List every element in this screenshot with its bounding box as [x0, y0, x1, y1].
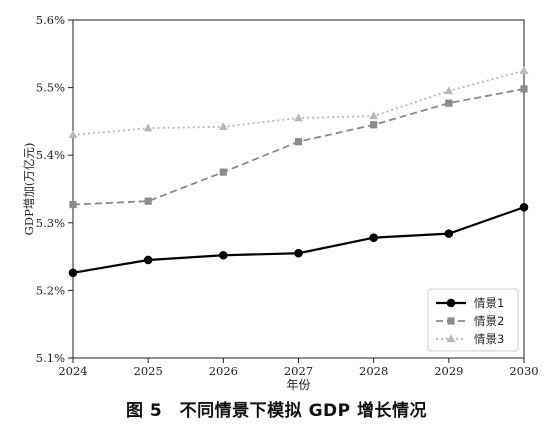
- series-1-point: [519, 202, 529, 212]
- legend-label-3: 情景3: [474, 332, 504, 346]
- x-tick-label: 2028: [359, 364, 388, 378]
- y-tick-label: 5.3%: [36, 216, 65, 230]
- legend-marker-3: [446, 334, 456, 343]
- x-tick-label: 2027: [284, 364, 313, 378]
- legend-marker-2: [447, 317, 455, 325]
- series-line-3: [72, 69, 525, 136]
- y-tick-label: 5.1%: [36, 351, 65, 365]
- series-3-point: [218, 122, 228, 131]
- y-axis-label: GDP增加(万亿元): [22, 143, 36, 236]
- x-tick-label: 2025: [134, 364, 163, 378]
- series-line-2: [72, 88, 525, 206]
- y-tick-label: 5.2%: [36, 283, 65, 297]
- y-tick-label: 5.6%: [36, 13, 65, 27]
- legend-marker-1: [446, 298, 456, 308]
- legend-label-1: 情景1: [474, 296, 504, 310]
- y-tick-label: 5.5%: [36, 81, 65, 95]
- legend-box: [427, 288, 519, 352]
- series-1-point: [219, 250, 228, 260]
- series-1-point: [294, 248, 303, 258]
- x-tick-label: 2026: [209, 364, 238, 378]
- series-3-point: [369, 111, 379, 120]
- series-1-point: [68, 268, 78, 278]
- series-2-point: [520, 85, 528, 93]
- series-1-point: [143, 255, 153, 265]
- x-tick-label: 2030: [509, 364, 538, 378]
- series-2-point: [445, 99, 453, 107]
- legend-label-2: 情景2: [474, 314, 504, 328]
- series-line-1: [72, 206, 525, 274]
- series-2-point: [144, 197, 152, 205]
- series-2-point: [370, 121, 378, 129]
- figure-caption: 图 5 不同情景下模拟 GDP 增长情况: [125, 401, 428, 421]
- y-tick-label: 5.4%: [36, 148, 65, 162]
- series-1-point: [444, 229, 454, 238]
- series-3-point: [68, 130, 78, 139]
- series-3-point: [444, 86, 454, 95]
- series-3-point: [294, 113, 303, 122]
- series-2-point: [69, 200, 77, 209]
- series-2-point: [294, 138, 303, 146]
- x-tick-label: 2024: [58, 364, 87, 378]
- series-2-point: [219, 168, 227, 176]
- x-axis-label: 年份: [286, 378, 310, 392]
- series-3-point: [519, 66, 529, 74]
- series-1-point: [369, 233, 378, 242]
- x-tick-label: 2029: [434, 364, 463, 378]
- series-3-point: [143, 123, 153, 132]
